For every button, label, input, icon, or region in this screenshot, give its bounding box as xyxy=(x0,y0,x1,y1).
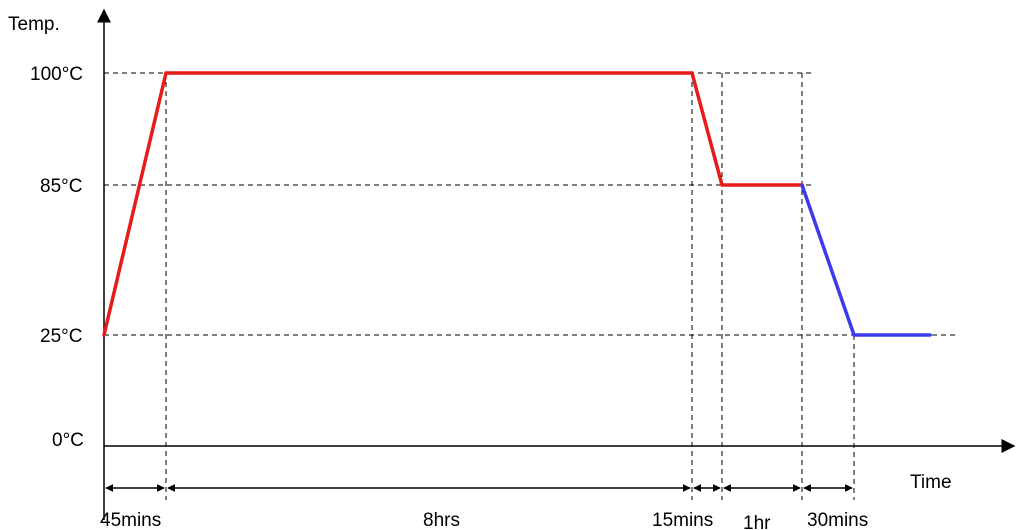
profile-segment-5 xyxy=(800,183,856,337)
profile-segment-3 xyxy=(690,71,724,187)
profile-segment-1 xyxy=(102,71,168,337)
duration-label-30mins: 30mins xyxy=(807,510,868,530)
y-axis-label: Temp. xyxy=(8,14,60,35)
duration-label-45mins: 45mins xyxy=(100,510,161,530)
y-tick-label-0: 0°C xyxy=(52,430,84,451)
duration-label-8hrs: 8hrs xyxy=(423,510,460,530)
y-tick-label-85: 85°C xyxy=(40,176,82,197)
duration-label-1hr: 1hr xyxy=(743,513,771,530)
x-axis-label: Time xyxy=(910,472,952,493)
y-tick-label-100: 100°C xyxy=(30,64,83,85)
temperature-profile xyxy=(102,71,932,337)
duration-label-15mins: 15mins xyxy=(652,510,713,530)
y-tick-label-25: 25°C xyxy=(40,326,82,347)
